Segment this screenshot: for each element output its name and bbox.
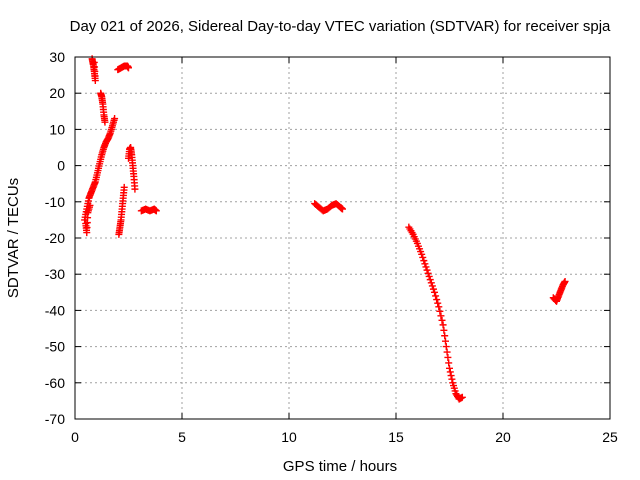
series-pass-4 xyxy=(311,200,346,215)
series-pass-2-top xyxy=(114,62,132,74)
data-point xyxy=(431,288,439,296)
series-pass-6 xyxy=(549,277,569,305)
y-tick-label: -10 xyxy=(45,194,65,210)
data-point xyxy=(434,299,442,307)
x-tick-label: 10 xyxy=(281,429,297,445)
y-tick-label: 30 xyxy=(49,49,65,65)
data-point xyxy=(427,279,435,287)
data-point xyxy=(437,312,445,320)
series-pass-3-low xyxy=(137,205,160,215)
data-point xyxy=(125,64,132,72)
data-point xyxy=(421,260,429,268)
data-point xyxy=(438,316,446,324)
series-pass-5 xyxy=(405,223,466,403)
series-pass-1-rise xyxy=(81,115,119,224)
data-point xyxy=(433,296,441,304)
data-point xyxy=(436,307,444,315)
data-points xyxy=(81,55,569,403)
data-point xyxy=(420,257,428,265)
data-point xyxy=(111,115,119,123)
data-point xyxy=(441,332,449,340)
y-tick-label: 20 xyxy=(49,85,65,101)
data-point xyxy=(423,266,431,274)
x-axis-label: GPS time / hours xyxy=(283,458,397,475)
x-tick-label: 25 xyxy=(602,429,618,445)
series-pass-1-top xyxy=(88,55,99,85)
tick-labels: 0 5 10 15 20 25 -70 -60 -50 -40 -30 -20 -10 0 10 20 30 xyxy=(45,49,618,445)
data-point xyxy=(446,368,454,376)
y-tick-label: -60 xyxy=(45,375,65,391)
data-point xyxy=(422,263,430,271)
data-point xyxy=(561,277,569,285)
data-point xyxy=(442,343,450,351)
y-tick-label: -30 xyxy=(45,266,65,282)
series-pass-1-mid-drop xyxy=(97,89,109,126)
data-point xyxy=(101,118,109,126)
series-pass-2-vertical xyxy=(115,183,128,238)
data-point xyxy=(448,375,456,383)
data-point xyxy=(419,253,427,261)
data-point xyxy=(152,207,160,215)
y-axis-label: SDTVAR / TECUs xyxy=(5,178,22,298)
data-point xyxy=(428,282,436,290)
chart-title: Day 021 of 2026, Sidereal Day-to-day VTE… xyxy=(70,18,611,35)
data-point xyxy=(445,359,453,367)
data-point xyxy=(447,372,455,380)
data-point xyxy=(435,303,443,311)
x-tick-label: 20 xyxy=(495,429,511,445)
grid xyxy=(75,57,610,419)
x-tick-label: 0 xyxy=(71,429,79,445)
x-tick-label: 15 xyxy=(388,429,404,445)
data-point xyxy=(432,292,440,300)
data-point xyxy=(424,269,432,277)
data-point xyxy=(444,353,452,361)
data-point xyxy=(458,393,466,401)
y-tick-label: -20 xyxy=(45,230,65,246)
series-pass-1-lower-tail xyxy=(82,201,94,237)
data-point xyxy=(426,276,434,284)
data-point xyxy=(418,250,426,258)
data-point xyxy=(443,348,451,356)
data-point xyxy=(440,326,448,334)
data-point xyxy=(120,183,128,191)
data-point xyxy=(439,321,447,329)
data-point xyxy=(131,185,139,193)
plot-frame xyxy=(74,56,611,420)
y-tick-label: -40 xyxy=(45,302,65,318)
data-point xyxy=(429,285,437,293)
data-point xyxy=(425,272,433,280)
data-point xyxy=(86,201,94,209)
data-point xyxy=(90,58,98,66)
y-tick-label: -70 xyxy=(45,411,65,427)
y-tick-label: 10 xyxy=(49,121,65,137)
x-tick-label: 5 xyxy=(178,429,186,445)
data-point xyxy=(339,205,346,213)
y-tick-label: -50 xyxy=(45,339,65,355)
series-pass-3-drop xyxy=(125,144,139,193)
data-point xyxy=(441,337,449,345)
y-tick-label: 0 xyxy=(57,158,65,174)
data-point xyxy=(446,364,453,372)
